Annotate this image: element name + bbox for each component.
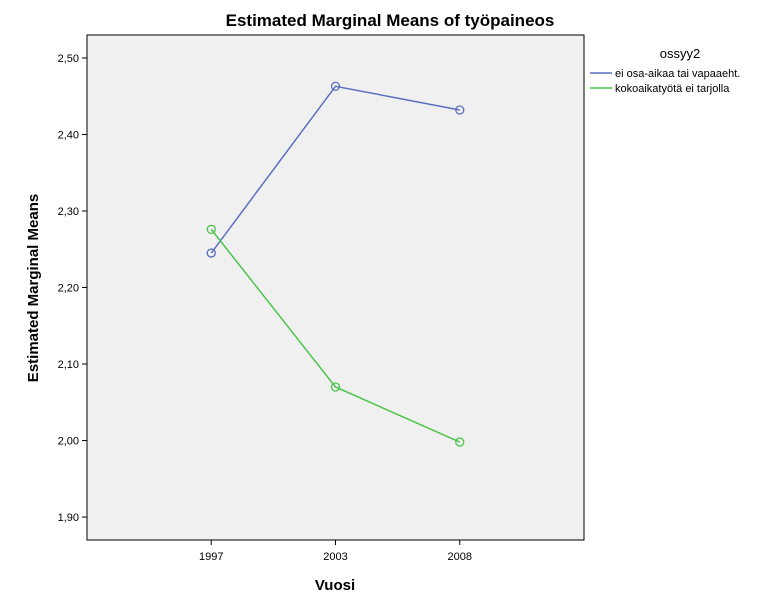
y-tick-label: 1,90 [58, 512, 79, 524]
y-tick-label: 2,10 [58, 359, 79, 371]
x-axis-label: Vuosi [315, 577, 355, 594]
x-tick-label: 2003 [323, 551, 347, 563]
x-tick-label: 1997 [199, 551, 223, 563]
legend: ossyy2 ei osa-aikaa tai vapaaeht. kokoaik… [590, 46, 740, 95]
series-line-2 [210, 228, 461, 443]
data-point [455, 105, 465, 115]
plot-area [86, 34, 585, 541]
data-point [206, 248, 216, 258]
legend-title: ossyy2 [660, 46, 700, 61]
series-line-1 [210, 85, 460, 254]
data-point [206, 224, 216, 234]
data-point [330, 382, 341, 392]
y-tick-label: 2,20 [58, 283, 79, 295]
series-layer [206, 81, 465, 447]
y-tick-label: 2,00 [58, 436, 79, 448]
legend-item-label: kokoaikatyötä ei tarjolla [615, 83, 730, 95]
data-point [455, 437, 465, 447]
x-axis: 1997 2003 2008 [199, 540, 472, 563]
x-tick-label: 2008 [448, 551, 472, 563]
legend-item-label: ei osa-aikaa tai vapaaeht. [615, 68, 740, 80]
y-tick-label: 2,50 [58, 53, 79, 65]
y-axis: 1,90 2,00 2,10 2,20 2,30 2,40 2,50 [58, 53, 87, 524]
y-axis-label: Estimated Marginal Means [25, 194, 42, 382]
y-tick-label: 2,40 [58, 129, 79, 141]
chart-title: Estimated Marginal Means of työpaineos [226, 11, 555, 30]
data-point [330, 81, 341, 91]
y-tick-label: 2,30 [58, 206, 79, 218]
